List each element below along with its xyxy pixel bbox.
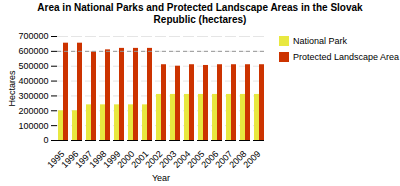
html-text:Area in National Parks and Pro: Area in National Parks and Protected Lan… <box>37 2 363 25</box>
svg-text:2007: 2007 <box>213 148 235 170</box>
svg-text:1998: 1998 <box>87 148 109 170</box>
svg-text:2005: 2005 <box>185 148 207 170</box>
svg-text:500000: 500000 <box>18 61 48 71</box>
svg-text:2009: 2009 <box>241 149 262 170</box>
svg-text:100000: 100000 <box>18 121 48 131</box>
svg-text:Hectares: Hectares <box>7 70 17 107</box>
svg-text:2006: 2006 <box>199 148 221 170</box>
svg-text:2001: 2001 <box>129 148 151 170</box>
svg-text:200000: 200000 <box>18 106 48 116</box>
svg-text:2000: 2000 <box>115 148 137 170</box>
svg-text:1995: 1995 <box>45 148 67 170</box>
svg-text:0: 0 <box>43 135 48 145</box>
svg-text:1996: 1996 <box>59 148 81 170</box>
svg-text:2003: 2003 <box>157 148 179 170</box>
svg-text:Year: Year <box>152 173 170 183</box>
svg-text:1999: 1999 <box>101 148 123 170</box>
html-text:National Park: National Park <box>293 36 347 46</box>
svg-text:300000: 300000 <box>18 91 48 101</box>
svg-text:2004: 2004 <box>171 148 193 170</box>
svg-text:400000: 400000 <box>18 76 48 86</box>
svg-text:2008: 2008 <box>227 148 249 170</box>
svg-text:2002: 2002 <box>143 148 165 170</box>
svg-text:1997: 1997 <box>73 148 95 170</box>
svg-text:600000: 600000 <box>18 46 48 56</box>
html-text:Protected Landscape Area: Protected Landscape Area <box>293 52 400 62</box>
svg-text:700000: 700000 <box>18 31 48 41</box>
